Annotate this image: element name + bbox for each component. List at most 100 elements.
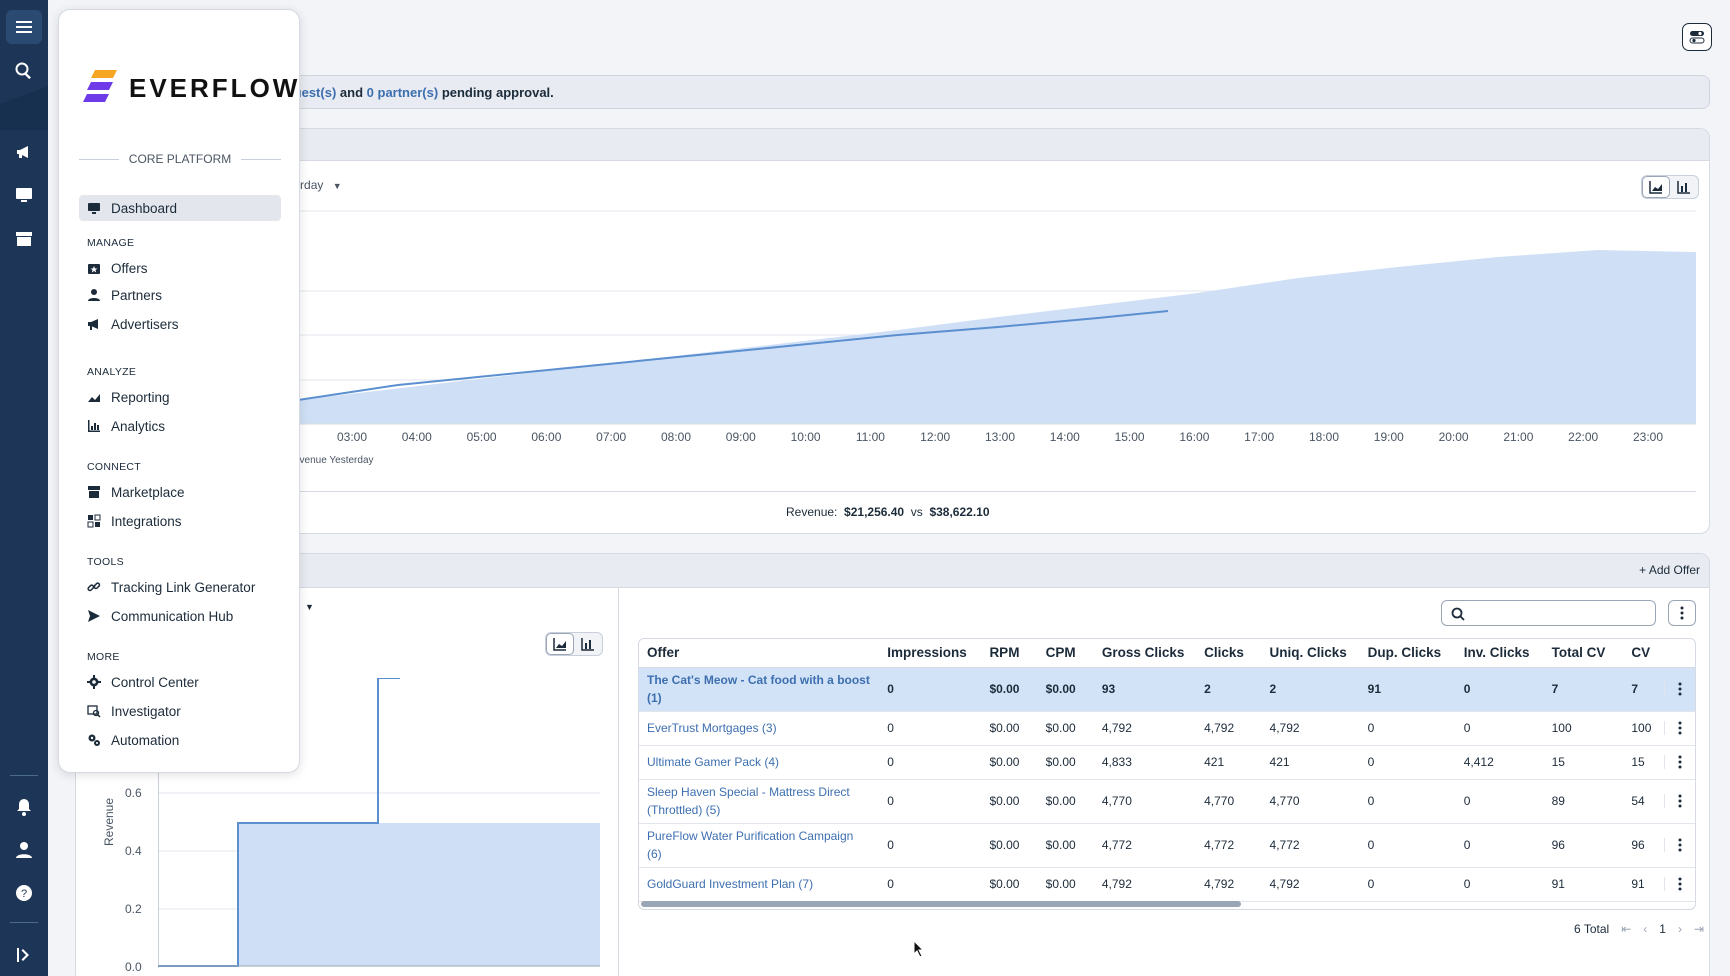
row-actions-cell [1664, 867, 1695, 902]
nav-reporting[interactable]: Reporting [79, 384, 281, 410]
kebab-icon [1680, 606, 1684, 620]
row-kebab-icon[interactable] [1664, 794, 1695, 808]
nav-communication-hub[interactable]: Communication Hub [79, 603, 281, 629]
total-count: 6 Total [1574, 922, 1610, 936]
everflow-logo: EVERFLOW [83, 70, 300, 106]
first-page-icon[interactable]: ⇤ [1621, 922, 1632, 936]
nav-label: Tracking Link Generator [111, 579, 256, 595]
menu-icon[interactable] [6, 10, 42, 44]
nav-dashboard[interactable]: Dashboard [79, 195, 281, 221]
column-header[interactable]: Clicks [1196, 639, 1262, 668]
bell-icon[interactable] [6, 790, 42, 824]
row-kebab-icon[interactable] [1664, 721, 1695, 735]
offer-name-link[interactable]: PureFlow Water Purification Campaign (6) [639, 823, 880, 868]
x-tick: 19:00 [1373, 430, 1404, 444]
everflow-logo-icon [83, 70, 117, 102]
bar-chart-icon[interactable] [574, 633, 602, 655]
table-cell: 4,792 [1093, 867, 1197, 902]
nav-control-center[interactable]: Control Center [79, 669, 281, 695]
next-page-icon[interactable]: › [1677, 922, 1682, 936]
table-cell: $0.00 [981, 711, 1038, 746]
nav-advertisers[interactable]: Advertisers [79, 311, 281, 337]
offer-name-link[interactable]: EverTrust Mortgages (3) [639, 711, 880, 746]
last-page-icon[interactable]: ⇥ [1693, 922, 1704, 936]
offer-revenue-area [238, 823, 600, 966]
platform-text: CORE PLATFORM [128, 152, 232, 166]
area-chart-icon[interactable] [1642, 176, 1670, 198]
table-cell: 7 [1623, 667, 1665, 712]
row-kebab-icon[interactable] [1664, 838, 1695, 852]
nav-offers[interactable]: Offers [79, 255, 281, 281]
nav-partners[interactable]: Partners [79, 282, 281, 308]
megaphone-icon[interactable] [6, 135, 42, 169]
table-options-button[interactable] [1668, 600, 1696, 626]
send-icon [88, 610, 100, 622]
nav-label: Integrations [111, 513, 182, 529]
left-rail: ? [0, 0, 48, 976]
column-header[interactable]: Offer [639, 639, 880, 668]
chevron-down-icon[interactable]: ▼ [305, 602, 314, 612]
column-header[interactable]: Inv. Clicks [1455, 639, 1544, 668]
row-actions-cell [1664, 711, 1695, 746]
help-icon[interactable]: ? [6, 876, 42, 910]
table-row[interactable]: Sleep Haven Special - Mattress Direct (T… [639, 779, 1695, 824]
column-header[interactable]: Dup. Clicks [1359, 639, 1456, 668]
table-cell: 4,792 [1261, 711, 1360, 746]
table-cell: 0 [879, 823, 982, 868]
column-header[interactable]: CPM [1037, 639, 1094, 668]
offer-name-link[interactable]: The Cat's Meow - Cat food with a boost (… [639, 667, 880, 712]
table-row[interactable]: The Cat's Meow - Cat food with a boost (… [639, 667, 1695, 712]
offer-search-input[interactable] [1441, 600, 1656, 626]
nav-integrations[interactable]: Integrations [79, 508, 281, 534]
row-kebab-icon[interactable] [1664, 682, 1695, 696]
user-icon[interactable] [6, 833, 42, 867]
revenue-card-header [271, 129, 1709, 161]
rail-divider [10, 775, 38, 776]
search-icon[interactable] [6, 54, 42, 88]
nav-tracking-link-generator[interactable]: Tracking Link Generator [79, 574, 281, 600]
table-cell: $0.00 [1037, 667, 1094, 712]
table-cell: 4,770 [1261, 779, 1360, 824]
prev-page-icon[interactable]: ‹ [1643, 922, 1648, 936]
bar-chart-icon[interactable] [1670, 176, 1698, 198]
table-row[interactable]: GoldGuard Investment Plan (7) 0 $0.00 $0.00… [639, 867, 1695, 902]
revenue-yesterday-area [298, 250, 1696, 424]
monitor-icon[interactable] [6, 178, 42, 212]
section-more: MORE [87, 651, 120, 663]
nav-marketplace[interactable]: Marketplace [79, 479, 281, 505]
chart-view-toggle [1641, 175, 1699, 199]
nav-investigator[interactable]: Investigator [79, 698, 281, 724]
toggle-icon[interactable] [1682, 23, 1712, 51]
row-kebab-icon[interactable] [1664, 755, 1695, 769]
current-page[interactable]: 1 [1659, 922, 1666, 936]
table-cell: 4,772 [1093, 823, 1197, 868]
table-cell: 96 [1543, 823, 1624, 868]
area-chart-icon[interactable] [546, 633, 574, 655]
column-header[interactable]: Impressions [879, 639, 982, 668]
table-row[interactable]: Ultimate Gamer Pack (4) 0 $0.00 $0.00 4,833 4… [639, 745, 1695, 780]
expand-icon[interactable] [6, 938, 42, 972]
store-icon[interactable] [6, 222, 42, 256]
offers-card-header [76, 554, 1709, 588]
column-header[interactable]: RPM [981, 639, 1038, 668]
add-offer-button[interactable]: + Add Offer [1639, 563, 1700, 577]
x-tick: 14:00 [1049, 430, 1080, 444]
offer-name-link[interactable]: Sleep Haven Special - Mattress Direct (T… [639, 779, 880, 824]
row-kebab-icon[interactable] [1664, 877, 1695, 891]
partners-link[interactable]: 0 partner(s) [366, 84, 439, 100]
column-header[interactable]: CV [1623, 639, 1665, 668]
nav-analytics[interactable]: Analytics [79, 413, 281, 439]
offer-name-link[interactable]: Ultimate Gamer Pack (4) [639, 745, 880, 780]
offer-name-link[interactable]: GoldGuard Investment Plan (7) [639, 867, 880, 902]
column-header[interactable]: Total CV [1543, 639, 1624, 668]
column-header[interactable]: Uniq. Clicks [1261, 639, 1360, 668]
table-row[interactable]: PureFlow Water Purification Campaign (6)… [639, 823, 1695, 868]
table-row[interactable]: EverTrust Mortgages (3) 0 $0.00 $0.00 4,792 4… [639, 711, 1695, 746]
column-header[interactable]: Gross Clicks [1093, 639, 1197, 668]
row-actions-cell [1664, 823, 1695, 868]
platform-label: CORE PLATFORM [79, 152, 282, 166]
table-cell: 0 [1455, 867, 1544, 902]
nav-automation[interactable]: Automation [79, 727, 281, 753]
horizontal-scrollbar[interactable] [641, 901, 1241, 907]
row-actions-cell [1664, 779, 1695, 824]
